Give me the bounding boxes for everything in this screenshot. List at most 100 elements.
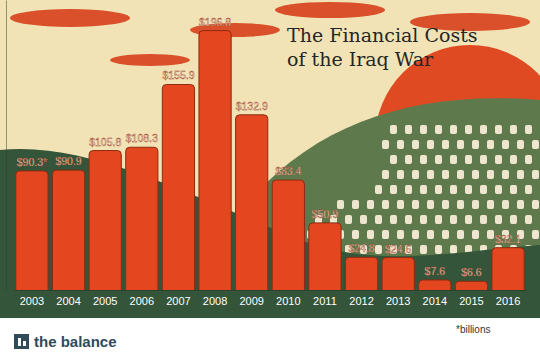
grave: [390, 155, 397, 164]
grave: [435, 155, 442, 164]
grave: [495, 215, 502, 224]
background: [0, 0, 540, 360]
grave: [517, 170, 524, 179]
grave: [525, 155, 532, 164]
grave: [382, 230, 389, 239]
grave: [472, 170, 479, 179]
grave: [450, 245, 457, 254]
title: The Financial Costsof the Iraq War: [287, 24, 478, 70]
grave: [502, 170, 509, 179]
logo: the balance: [14, 333, 117, 350]
bar: [126, 147, 158, 290]
grave: [397, 230, 404, 239]
x-tick: 2016: [496, 295, 520, 307]
logo-icon: [14, 334, 29, 349]
x-tick: 2004: [56, 295, 80, 307]
grave: [472, 230, 479, 239]
grave: [412, 230, 419, 239]
x-tick-label: 2008: [203, 295, 227, 307]
bar: [455, 281, 487, 290]
bar: [309, 223, 341, 290]
grave: [442, 140, 449, 149]
grave: [532, 200, 539, 209]
cloud: [110, 54, 190, 66]
x-tick-label: 2005: [93, 295, 117, 307]
x-tick-label: 2011: [313, 295, 337, 307]
grave: [480, 215, 487, 224]
grave: [480, 155, 487, 164]
grave: [390, 185, 397, 194]
data-label: $196.8: [199, 16, 231, 28]
grave: [412, 170, 419, 179]
x-tick: 2011: [313, 295, 337, 307]
grave: [450, 215, 457, 224]
data-label: $7.6: [425, 265, 446, 277]
grave: [390, 215, 397, 224]
grave: [345, 215, 352, 224]
footer-band: [0, 318, 540, 360]
grave: [405, 155, 412, 164]
data-label: $155.9: [162, 69, 194, 81]
bar: [89, 151, 121, 290]
grave: [472, 200, 479, 209]
grave: [457, 200, 464, 209]
grave: [367, 200, 374, 209]
bar: [162, 84, 194, 290]
x-tick-label: 2014: [423, 295, 447, 307]
data-labels: $90.3*$90.9$105.8$108.3$155.9$196.8$132.…: [17, 16, 522, 279]
grave: [420, 155, 427, 164]
bars: [16, 31, 524, 290]
grave: [487, 170, 494, 179]
grave: [352, 200, 359, 209]
grave: [427, 230, 434, 239]
x-tick-label: 2012: [349, 295, 373, 307]
grave: [352, 230, 359, 239]
grave: [382, 140, 389, 149]
data-label: $108.3: [126, 132, 158, 144]
bar: [236, 115, 268, 290]
x-tick-label: 2006: [130, 295, 154, 307]
x-tick: 2007: [166, 295, 190, 307]
x-tick-label: 2015: [459, 295, 483, 307]
grave: [427, 170, 434, 179]
grave: [442, 170, 449, 179]
grave: [480, 125, 487, 134]
cloud: [275, 2, 385, 18]
grave: [405, 125, 412, 134]
grave: [465, 185, 472, 194]
grave: [480, 185, 487, 194]
grave: [510, 125, 517, 134]
bar: [199, 31, 231, 290]
x-tick-label: 2007: [166, 295, 190, 307]
x-axis: 2003200420052006200720082009201020112012…: [15, 291, 527, 308]
x-tick-label: 2004: [56, 295, 80, 307]
grave: [465, 215, 472, 224]
logo-icon-mark: [23, 341, 26, 346]
x-tick: 2013: [386, 295, 410, 307]
x-tick-label: 2013: [386, 295, 410, 307]
data-label: $90.3*: [17, 156, 47, 168]
grave: [532, 140, 539, 149]
grave: [472, 140, 479, 149]
x-tick: 2008: [203, 295, 227, 307]
x-tick: 2014: [423, 295, 447, 307]
grave: [450, 125, 457, 134]
title-line: The Financial Costs: [287, 24, 478, 46]
grave: [465, 125, 472, 134]
bar: [16, 171, 48, 290]
grave: [525, 185, 532, 194]
ground: [0, 149, 540, 318]
grave: [435, 215, 442, 224]
x-tick: 2012: [349, 295, 373, 307]
data-label: $6.6: [461, 266, 482, 278]
grave: [457, 140, 464, 149]
grave: [420, 185, 427, 194]
grave: [457, 230, 464, 239]
grave: [397, 200, 404, 209]
logo-icon-mark: [18, 338, 21, 346]
grave: [435, 125, 442, 134]
grave: [375, 245, 382, 254]
chart: 2003200420052006200720082009201020112012…: [0, 0, 540, 360]
bar: [492, 248, 524, 290]
grave: [427, 140, 434, 149]
